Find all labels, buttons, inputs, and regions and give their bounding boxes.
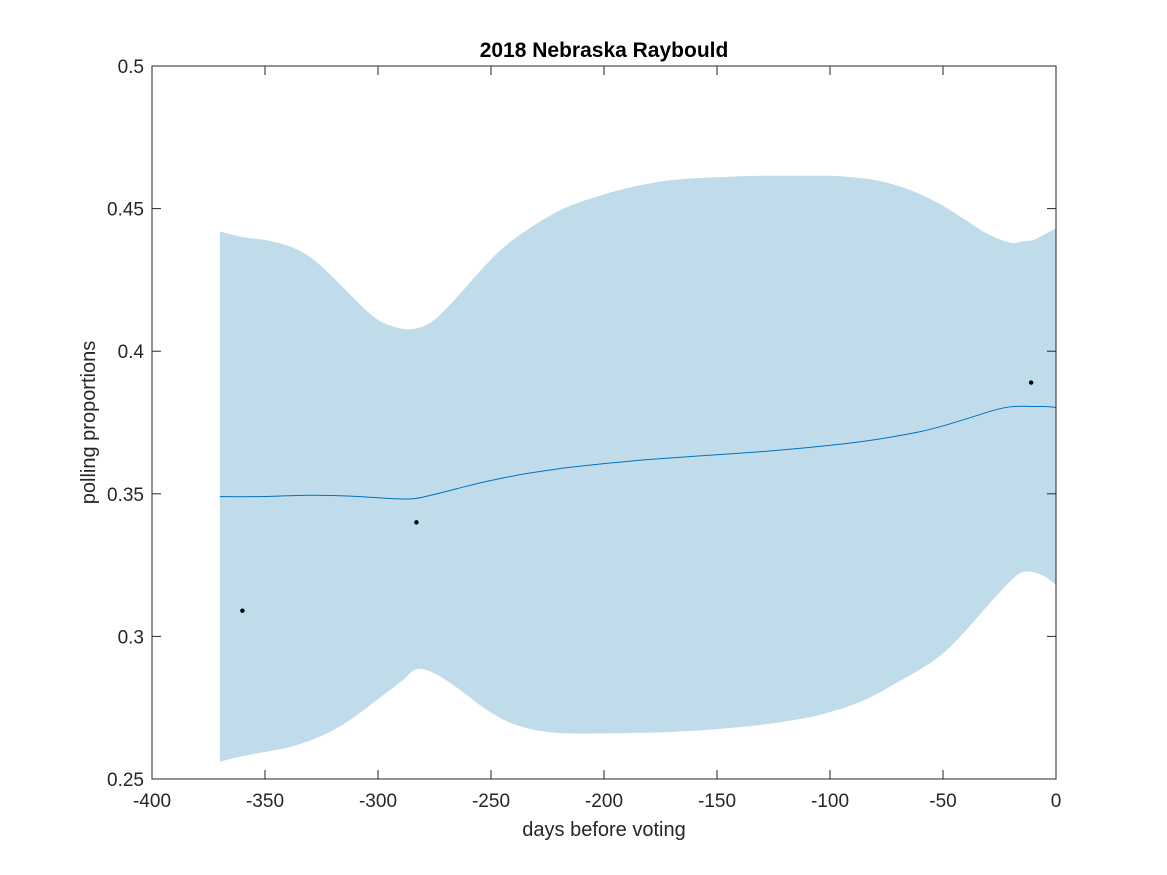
- x-tick-label: -350: [246, 791, 284, 812]
- y-tick-label: 0.3: [118, 627, 144, 648]
- y-tick-label: 0.25: [107, 770, 144, 791]
- poll-point: [240, 608, 245, 613]
- confidence-band: [219, 175, 1057, 762]
- x-tick-label: -250: [472, 791, 510, 812]
- poll-point: [414, 520, 419, 525]
- y-tick-label: 0.45: [107, 200, 144, 221]
- y-tick-label: 0.4: [118, 342, 145, 363]
- x-tick-label: -300: [359, 791, 397, 812]
- chart-title: 2018 Nebraska Raybould: [480, 39, 729, 62]
- x-tick-label: 0: [1051, 791, 1062, 812]
- ticks: -400 -350 -300 -250 -200 -150 -100 -50 0 0.25 0.3 0…: [107, 57, 1061, 812]
- x-tick-label: -50: [929, 791, 956, 812]
- x-tick-label: -400: [133, 791, 171, 812]
- plot-area: [219, 175, 1057, 762]
- y-tick-label: 0.35: [107, 485, 144, 506]
- x-tick-label: -100: [811, 791, 849, 812]
- x-tick-label: -200: [585, 791, 623, 812]
- x-tick-label: -150: [698, 791, 736, 812]
- y-tick-label: 0.5: [118, 57, 144, 78]
- poll-point: [1028, 380, 1034, 385]
- y-axis-label: polling proportions: [78, 341, 100, 504]
- series-line-0: [219, 405, 1057, 500]
- x-axis-label: days before voting: [522, 819, 685, 841]
